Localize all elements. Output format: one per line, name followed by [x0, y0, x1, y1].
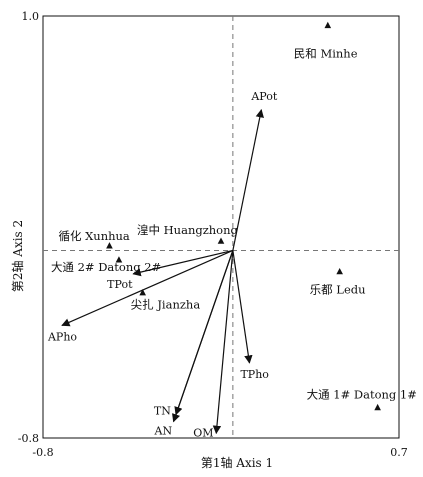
site-label: 循化 Xunhua	[58, 229, 129, 243]
y-tick-max: 1.0	[22, 10, 40, 23]
y-tick-min: -0.8	[18, 432, 39, 445]
site-marker	[115, 256, 123, 263]
vector-label-apot: APot	[250, 90, 278, 103]
site-marker	[324, 21, 332, 29]
vector-label-om: OM	[193, 426, 213, 439]
site-marker	[139, 289, 146, 296]
x-axis-label: 第1轴 Axis 1	[201, 455, 273, 470]
site-marker	[106, 242, 113, 249]
vector-label-apho: APho	[47, 330, 77, 343]
vector-arrow-om	[212, 250, 234, 435]
site-marker	[374, 403, 381, 411]
vector-arrow-tpho	[232, 250, 253, 364]
site-label: 湟中 Huangzhong	[137, 223, 239, 237]
x-tick-min: -0.8	[32, 446, 53, 459]
reference-lines	[43, 16, 399, 438]
vector-layer: APot TPot APho TPho TN AN OM	[47, 90, 278, 440]
vector-arrow-apot	[232, 108, 264, 251]
site-label: 乐都 Ledu	[310, 283, 366, 297]
site-label: 尖扎 Jianzha	[131, 298, 201, 312]
vector-label-tn: TN	[154, 405, 171, 418]
site-label: 大通 2# Datong 2#	[51, 260, 161, 274]
site-marker	[217, 237, 225, 244]
vector-label-tpho: TPho	[240, 368, 269, 381]
y-axis-label: 第2轴 Axis 2	[10, 220, 25, 292]
site-layer: 民和 Minhe 湟中 Huangzhong 循化 Xunhua 大通 2# Dato…	[51, 21, 417, 411]
site-label: 民和 Minhe	[294, 46, 358, 60]
site-label: 大通 1# Datong 1#	[307, 388, 417, 402]
vector-arrow-apho	[61, 249, 234, 327]
site-marker	[336, 267, 343, 275]
plot-frame	[42, 15, 400, 439]
vector-label-an: AN	[154, 425, 173, 438]
vector-label-tpot: TPot	[107, 278, 133, 291]
x-tick-max: 0.7	[390, 446, 408, 459]
vector-arrow-an	[172, 250, 234, 423]
vector-arrow-tpot	[132, 249, 234, 277]
